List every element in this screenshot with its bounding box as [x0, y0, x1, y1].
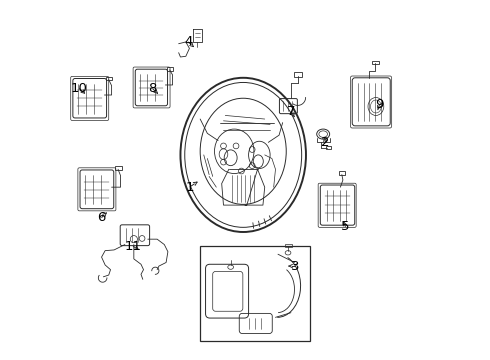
Text: 8: 8: [148, 82, 157, 95]
Text: 3: 3: [291, 260, 299, 273]
Text: 1: 1: [185, 181, 194, 194]
Text: 6: 6: [98, 211, 106, 224]
Text: 2: 2: [321, 136, 330, 149]
Bar: [167, 67, 173, 71]
Bar: [285, 244, 292, 247]
Text: 5: 5: [341, 220, 350, 233]
Bar: [371, 60, 379, 64]
Bar: [106, 77, 112, 80]
Text: 11: 11: [124, 240, 142, 253]
Text: 9: 9: [375, 98, 384, 111]
Bar: [115, 166, 122, 170]
Bar: [339, 171, 345, 175]
Text: 7: 7: [287, 105, 296, 118]
Bar: [326, 146, 331, 149]
Bar: [200, 246, 310, 341]
Text: 4: 4: [184, 35, 193, 49]
Bar: [294, 72, 302, 77]
Text: 10: 10: [71, 82, 88, 95]
